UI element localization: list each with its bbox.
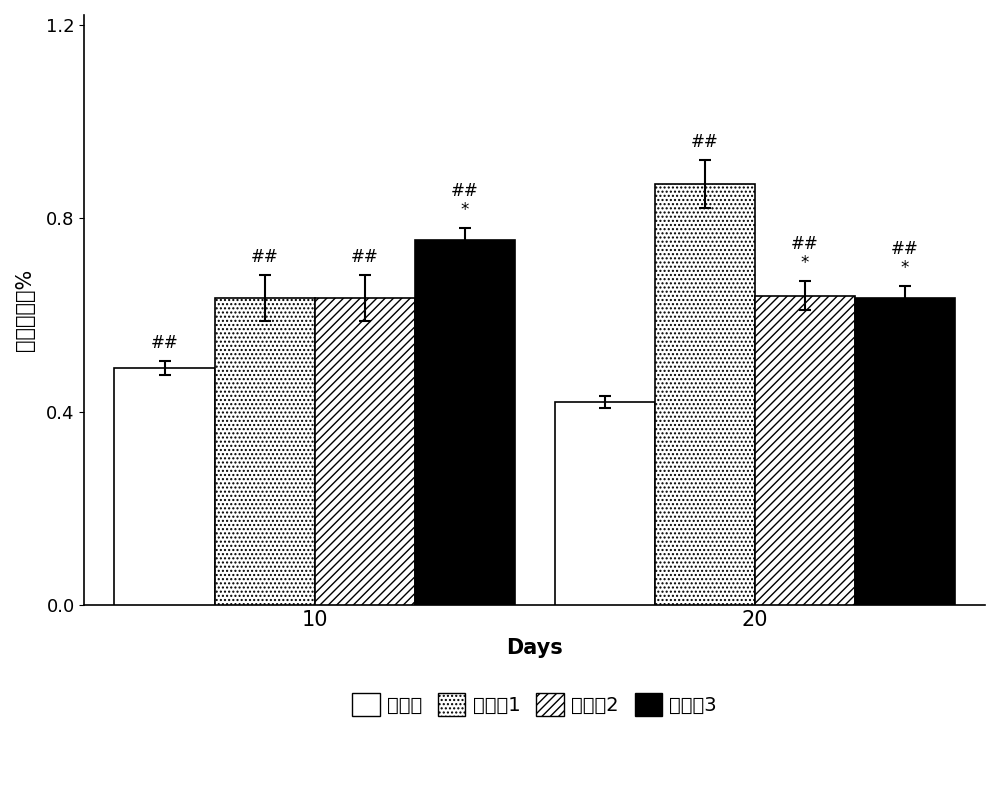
Text: ##: ## bbox=[151, 334, 178, 352]
Bar bbox=[215, 298, 315, 605]
Bar bbox=[855, 298, 955, 605]
Text: ##: ## bbox=[251, 248, 278, 266]
Bar bbox=[114, 368, 215, 605]
Text: ##: ## bbox=[691, 133, 719, 151]
Bar bbox=[755, 296, 855, 605]
Legend: 对照组, 试验组1, 试验组2, 试验组3: 对照组, 试验组1, 试验组2, 试验组3 bbox=[345, 686, 725, 723]
Bar bbox=[655, 184, 755, 605]
Text: ##
*: ## * bbox=[891, 240, 919, 277]
Y-axis label: 肺相对重量%: 肺相对重量% bbox=[15, 269, 35, 351]
Text: ##: ## bbox=[351, 248, 379, 266]
Bar bbox=[415, 240, 515, 605]
Bar bbox=[555, 402, 655, 605]
Bar bbox=[315, 298, 415, 605]
Text: ##
*: ## * bbox=[451, 182, 479, 219]
Text: ##
*: ## * bbox=[791, 235, 819, 273]
X-axis label: Days: Days bbox=[506, 638, 563, 658]
